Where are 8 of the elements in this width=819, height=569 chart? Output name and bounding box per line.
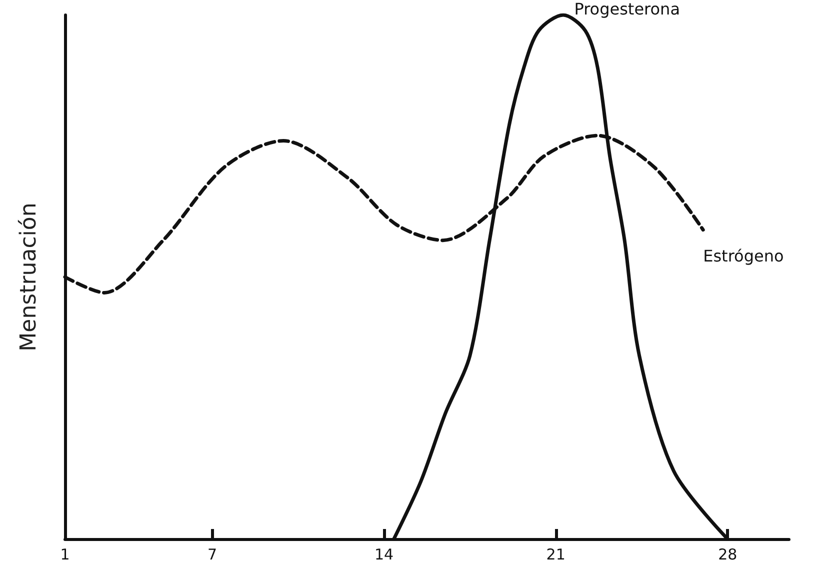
- x-tick-label: 14: [374, 546, 394, 564]
- x-tick-label: 7: [207, 546, 218, 564]
- series-label: Estrógeno: [703, 246, 784, 266]
- y-axis-title: Menstruación: [16, 202, 42, 352]
- x-tick-label: 1: [60, 546, 70, 564]
- series-label: Progesterona: [574, 0, 680, 18]
- x-tick-label: 21: [546, 546, 566, 564]
- x-tick-label: 28: [718, 546, 738, 564]
